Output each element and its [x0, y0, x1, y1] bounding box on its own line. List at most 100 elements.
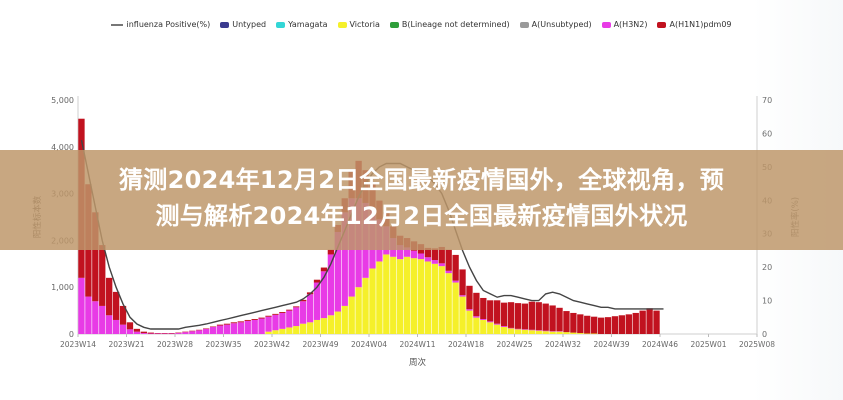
bar-segment-a-h1n1-pdm09 [514, 303, 522, 329]
bar-segment-a-h1n1-pdm09 [584, 315, 591, 334]
bar-segment-victoria [327, 315, 335, 334]
legend-item[interactable]: B(Lineage not determined) [389, 20, 510, 29]
bar-segment-a-h3n2- [119, 324, 127, 334]
bar-segment-a-h3n2- [500, 326, 508, 327]
legend-item[interactable]: Yamagata [276, 20, 328, 29]
bar-segment-a-h3n2- [168, 333, 175, 335]
bar-segment-a-h3n2- [514, 328, 522, 330]
bar-segment-a-h1n1-pdm09 [597, 317, 605, 334]
bar-segment-victoria [563, 332, 570, 334]
x-tick-label: 2025W01 [690, 340, 726, 349]
bar-segment-a-h3n2- [189, 331, 196, 334]
bar-segment-a-h1n1-pdm09 [161, 333, 168, 334]
bar-segment-victoria [272, 330, 279, 334]
bar-segment-victoria [397, 259, 404, 334]
bar-segment-a-h1n1-pdm09 [258, 317, 265, 319]
bar-segment-a-h3n2- [528, 329, 535, 331]
bar-segment-a-h3n2- [417, 253, 425, 260]
bar-segment-a-h3n2- [334, 231, 341, 312]
bar-segment-a-h3n2- [397, 245, 404, 260]
bar-segment-victoria [452, 282, 459, 334]
bar-segment-a-h1n1-pdm09 [639, 310, 646, 334]
bar-segment-victoria [383, 254, 390, 334]
bar-segment-a-h1n1-pdm09 [466, 285, 473, 310]
bar-segment-a-h1n1-pdm09 [126, 322, 134, 330]
bar-segment-a-h3n2- [272, 314, 279, 331]
bar-segment-a-h1n1-pdm09 [272, 313, 279, 315]
bar-segment-a-h1n1-pdm09 [244, 319, 251, 321]
bar-segment-a-h3n2- [161, 333, 168, 335]
bar-segment-a-h3n2- [327, 254, 335, 316]
bar-segment-a-h1n1-pdm09 [563, 311, 570, 333]
bar-segment-a-h3n2- [112, 319, 120, 334]
bar-segment-a-h1n1-pdm09 [293, 306, 300, 308]
bar-segment-a-h3n2- [92, 301, 99, 334]
bar-segment-a-h3n2- [209, 326, 217, 334]
legend-item[interactable]: A(Unsubtyped) [519, 20, 592, 29]
legend-label: A(Unsubtyped) [531, 20, 592, 29]
bar-segment-a-h1n1-pdm09 [528, 301, 535, 330]
bar-segment-victoria [591, 333, 598, 335]
bar-segment-a-h1n1-pdm09 [591, 316, 598, 334]
y-tick-label-left: 1,000 [51, 283, 74, 292]
bar-segment-victoria [403, 256, 411, 334]
bar-segment-a-h1n1-pdm09 [570, 312, 577, 333]
bar-segment-a-h1n1-pdm09 [196, 329, 203, 331]
legend-item[interactable]: A(H1N1)pdm09 [657, 20, 732, 29]
bar-segment-a-h3n2- [313, 282, 321, 320]
banner-title: 猜测2024年12月2日全国最新疫情国外，全球视角，预 测与解析2024年12月… [0, 162, 843, 234]
x-tick-label: 2023W21 [108, 340, 144, 349]
bar-segment-a-h3n2- [445, 270, 452, 274]
bar-segment-a-h1n1-pdm09 [625, 314, 632, 334]
legend-swatch [389, 21, 399, 28]
legend-item[interactable]: Victoria [337, 20, 380, 29]
bar-segment-a-h3n2- [140, 333, 147, 334]
bar-segment-victoria [410, 258, 418, 334]
bar-segment-a-h1n1-pdm09 [119, 305, 127, 325]
y-tick-label-right: 10 [762, 297, 772, 306]
bar-segment-a-h1n1-pdm09 [487, 300, 494, 322]
bar-segment-a-h3n2- [410, 250, 418, 259]
bar-segment-a-h1n1-pdm09 [521, 303, 529, 330]
bar-segment-a-h1n1-pdm09 [445, 249, 452, 271]
x-axis-title: 周次 [409, 357, 427, 368]
bar-segment-a-h3n2- [106, 315, 113, 334]
bar-segment-a-h3n2- [286, 310, 293, 328]
bar-segment-victoria [286, 327, 293, 334]
bar-segment-victoria [577, 333, 584, 334]
legend-label: Untyped [232, 20, 267, 29]
bar-segment-victoria [500, 326, 508, 334]
bar-segment-victoria [320, 318, 328, 334]
bar-segment-a-h1n1-pdm09 [611, 316, 619, 334]
bar-segment-a-h3n2- [133, 331, 141, 334]
bar-segment-victoria [438, 266, 445, 334]
bar-segment-a-h1n1-pdm09 [577, 314, 584, 334]
legend-item[interactable]: influenza Positive(%) [111, 20, 210, 29]
bar-segment-victoria [466, 310, 473, 334]
bar-segment-a-h1n1-pdm09 [500, 302, 508, 327]
bar-segment-victoria [341, 305, 348, 334]
legend-label: A(H3N2) [613, 20, 648, 29]
legend-label: A(H1N1)pdm09 [669, 20, 732, 29]
bar-segment-a-h3n2- [203, 328, 210, 334]
banner-title-line-2: 测与解析2024年12月2日全国最新疫情国外状况 [155, 202, 688, 230]
bar-segment-a-h1n1-pdm09 [556, 307, 563, 332]
bar-segment-victoria [494, 324, 501, 334]
x-tick-label: 2023W14 [60, 340, 96, 349]
bar-segment-a-h1n1-pdm09 [175, 332, 182, 334]
bar-segment-a-h1n1-pdm09 [251, 319, 258, 320]
bar-segment-a-h1n1-pdm09 [320, 267, 328, 272]
bar-segment-a-h3n2- [147, 333, 154, 335]
bar-segment-a-h1n1-pdm09 [327, 249, 335, 255]
x-tick-label: 2023W42 [254, 340, 290, 349]
bar-segment-a-h3n2- [251, 319, 258, 334]
bar-segment-a-h3n2- [85, 296, 92, 334]
legend-item[interactable]: A(H3N2) [601, 20, 648, 29]
bar-segment-a-h1n1-pdm09 [203, 328, 210, 329]
x-tick-label: 2024W39 [593, 340, 629, 349]
bar-segment-a-h3n2- [154, 333, 161, 335]
bar-segment-a-h1n1-pdm09 [216, 324, 224, 326]
legend-item[interactable]: Untyped [220, 20, 266, 29]
bar-segment-a-h1n1-pdm09 [168, 333, 175, 334]
y-tick-label-left: 4,000 [51, 143, 74, 152]
